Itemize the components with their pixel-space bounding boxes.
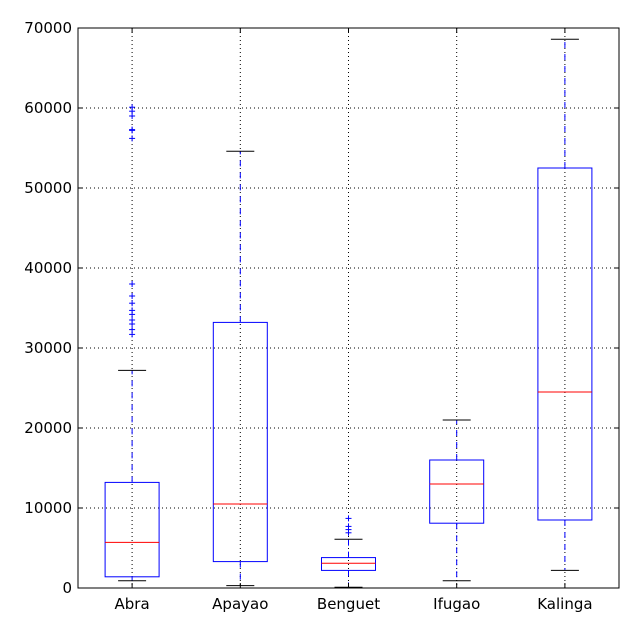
y-tick-label: 30000: [24, 339, 72, 357]
flier-point: [129, 326, 136, 333]
flier-point: [129, 126, 136, 133]
flier-point: [129, 317, 136, 323]
axis-tick-labels: 0 10000 20000 30000 40000 50000 60000 70000 Abra…: [24, 19, 592, 613]
flier-point: [345, 515, 352, 522]
x-tick-label: Benguet: [317, 595, 380, 613]
flier-point: [129, 300, 136, 307]
flier-point: [129, 135, 136, 142]
y-tick-label: 40000: [24, 259, 72, 277]
box-apayao: [212, 150, 268, 587]
y-tick-label: 50000: [24, 179, 72, 197]
iqr-box: [429, 459, 485, 524]
x-tick-label: Apayao: [212, 595, 268, 613]
box-benguet: [321, 515, 376, 588]
y-tick-label: 70000: [24, 19, 72, 37]
x-tick-label: Abra: [115, 595, 150, 613]
box-kalinga: [537, 38, 593, 571]
flier-point: [129, 307, 136, 314]
y-tick-label: 20000: [24, 419, 72, 437]
y-tick-label: 60000: [24, 99, 72, 117]
x-tick-label: Ifugao: [433, 595, 480, 613]
flier-point: [129, 104, 136, 111]
flier-point: [345, 523, 352, 530]
box-abra: [104, 104, 160, 582]
y-tick-label: 10000: [24, 499, 72, 517]
flier-point: [129, 293, 136, 299]
iqr-box: [212, 321, 268, 563]
y-tick-label: 0: [62, 579, 72, 597]
flier-point: [129, 281, 136, 287]
x-tick-label: Kalinga: [537, 595, 592, 613]
iqr-box: [321, 557, 376, 571]
box-ifugao: [429, 419, 485, 582]
axis-ticks: [78, 27, 619, 589]
iqr-box: [104, 481, 160, 578]
iqr-box: [537, 167, 593, 521]
box-plot-series: [104, 38, 593, 588]
